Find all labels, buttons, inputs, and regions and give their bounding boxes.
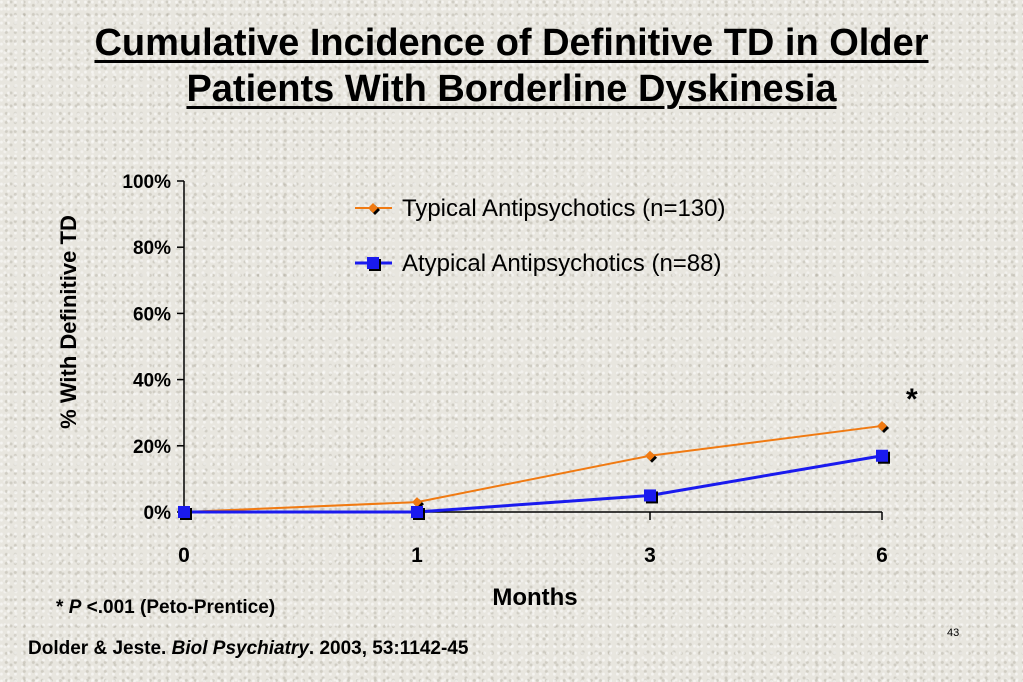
series-1-point	[877, 420, 887, 431]
x-tick-label: 1	[411, 544, 423, 567]
chart-legend: Typical Antipsychotics (n=130) Atypical A…	[355, 195, 726, 277]
citation-authors: Dolder & Jeste.	[28, 638, 167, 659]
y-tick-label: 20%	[133, 437, 171, 458]
title-line-1: Cumulative Incidence of Definitive TD in…	[94, 22, 929, 64]
x-axis-title: Months	[492, 584, 578, 611]
y-axis-title-wrap: % With Definitive TD	[47, 172, 91, 472]
citation: Dolder & Jeste. Biol Psychiatry. 2003, 5…	[28, 638, 468, 660]
series-2-point	[178, 506, 190, 518]
series-2-point	[876, 449, 888, 462]
y-tick-label: 40%	[133, 371, 171, 392]
footnote-p: P	[68, 597, 82, 618]
citation-details: . 2003, 53:1142-45	[308, 638, 469, 659]
series-1-point	[645, 450, 655, 461]
series-line-2	[184, 454, 883, 514]
series-2-point	[411, 506, 423, 518]
x-tick-label: 3	[644, 544, 656, 567]
series-lines	[178, 420, 890, 520]
y-tick-label: 0%	[144, 503, 172, 524]
significance-marker: *	[906, 383, 918, 416]
page-number: 43	[947, 627, 960, 639]
series-line-1	[183, 424, 883, 513]
legend-marker-2	[367, 257, 379, 269]
series-2-point	[644, 489, 656, 502]
citation-journal: Biol Psychiatry	[171, 638, 309, 659]
footnote-star: *	[56, 597, 64, 618]
y-tick-label: 60%	[133, 304, 171, 325]
legend-marker-1	[368, 203, 378, 213]
y-tick-label: 100%	[122, 172, 171, 193]
chart-axes: 0% 20% 40% 60% 80% 100% 0 1 3 6	[122, 172, 887, 567]
y-axis-title: % With Definitive TD	[56, 215, 81, 429]
series-1-point	[412, 497, 422, 508]
legend-label-2: Atypical Antipsychotics (n=88)	[402, 250, 722, 277]
x-tick-label: 0	[178, 544, 190, 567]
footnote-text: <.001 (Peto-Prentice)	[86, 597, 276, 618]
x-tick-label: 6	[876, 544, 888, 567]
footnote: * P <.001 (Peto-Prentice)	[56, 597, 275, 619]
y-tick-label: 80%	[133, 238, 171, 259]
title-line-2: Patients With Borderline Dyskinesia	[186, 68, 837, 110]
legend-label-1: Typical Antipsychotics (n=130)	[402, 195, 726, 222]
slide-title: Cumulative Incidence of Definitive TD in…	[0, 20, 1023, 112]
